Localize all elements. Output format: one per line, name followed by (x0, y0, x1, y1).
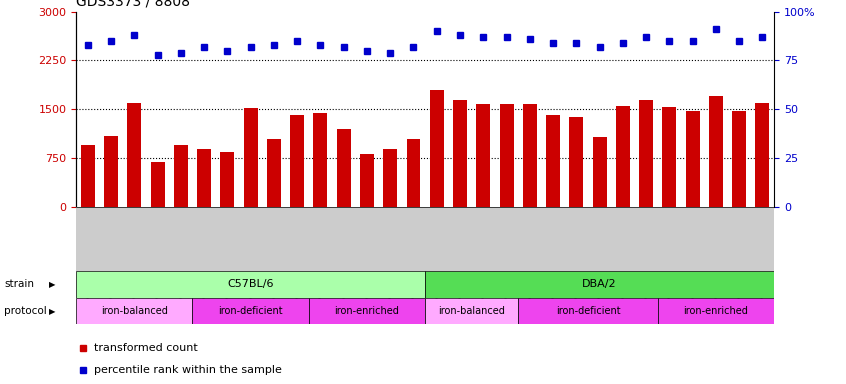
Bar (518, 298, 658, 324)
Text: iron-deficient: iron-deficient (218, 306, 283, 316)
Text: iron-balanced: iron-balanced (101, 306, 168, 316)
Text: protocol: protocol (4, 306, 47, 316)
Bar (640, 99, 653, 207)
Bar (569, 117, 584, 207)
Bar (192, 298, 309, 324)
Bar (476, 104, 491, 207)
Bar (76, 298, 192, 324)
Bar (76, 271, 425, 298)
Text: iron-balanced: iron-balanced (438, 306, 505, 316)
Text: percentile rank within the sample: percentile rank within the sample (94, 365, 282, 375)
Text: C57BL/6: C57BL/6 (228, 279, 274, 289)
Bar (425, 298, 518, 324)
Bar (430, 90, 443, 207)
Bar (499, 104, 514, 207)
Text: DBA/2: DBA/2 (582, 279, 617, 289)
Bar (406, 139, 420, 207)
Bar (290, 115, 304, 207)
Text: ▶: ▶ (49, 306, 56, 316)
Bar (616, 106, 629, 207)
Bar (220, 152, 234, 207)
Text: strain: strain (4, 279, 34, 289)
Bar (197, 149, 212, 207)
Bar (266, 139, 281, 207)
Bar (313, 113, 327, 207)
Bar (173, 146, 188, 207)
Bar (80, 146, 95, 207)
Bar (658, 298, 774, 324)
Bar (425, 271, 774, 298)
Bar (547, 115, 560, 207)
Bar (592, 137, 607, 207)
Bar (383, 149, 398, 207)
Bar (709, 96, 722, 207)
Bar (151, 162, 164, 207)
Bar (244, 108, 257, 207)
Text: iron-enriched: iron-enriched (684, 306, 749, 316)
Bar (732, 111, 746, 207)
Bar (662, 108, 677, 207)
Text: transformed count: transformed count (94, 343, 197, 353)
Bar (127, 103, 141, 207)
Text: GDS3373 / 8808: GDS3373 / 8808 (76, 0, 190, 9)
Bar (685, 111, 700, 207)
Bar (337, 129, 350, 207)
Bar (309, 298, 425, 324)
Text: iron-enriched: iron-enriched (334, 306, 399, 316)
Bar (360, 154, 374, 207)
Text: ▶: ▶ (49, 280, 56, 289)
Bar (755, 103, 770, 207)
Bar (104, 136, 118, 207)
Bar (523, 104, 537, 207)
Bar (453, 99, 467, 207)
Text: iron-deficient: iron-deficient (556, 306, 620, 316)
